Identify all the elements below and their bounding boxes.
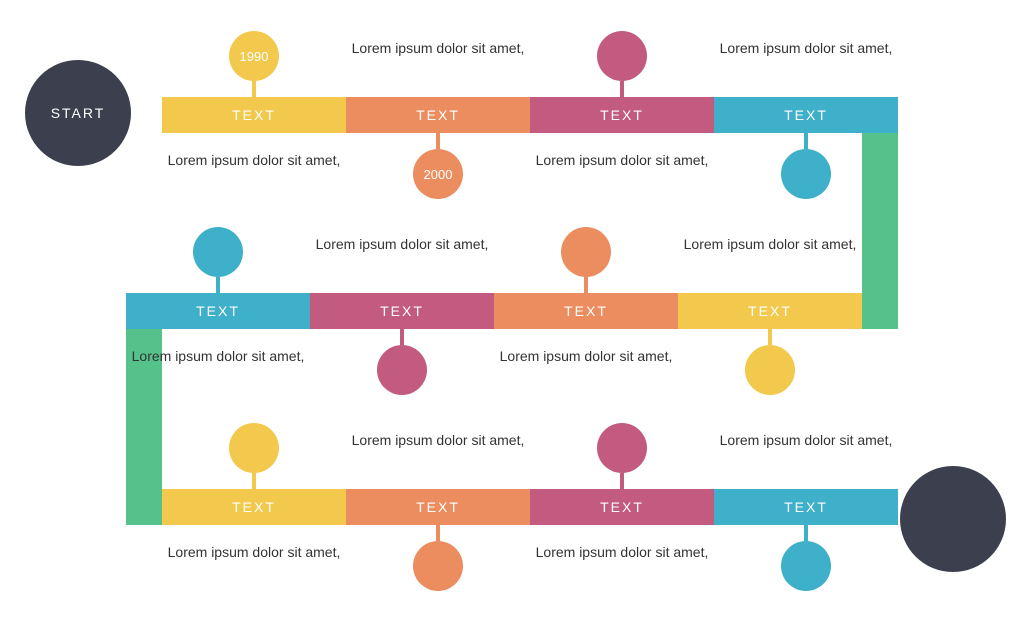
caption-row1-3: Lorem ipsum dolor sit amet, — [714, 39, 898, 58]
stem-row1-3 — [804, 133, 808, 149]
segment-row2-3: TEXT — [678, 293, 862, 329]
segment-label: TEXT — [600, 499, 644, 515]
segment-row1-0: TEXT — [162, 97, 346, 133]
marker-row3-3 — [781, 541, 831, 591]
caption-row1-2: Lorem ipsum dolor sit amet, — [530, 151, 714, 170]
marker-row1-2 — [597, 31, 647, 81]
segment-label: TEXT — [600, 107, 644, 123]
marker-row3-1 — [413, 541, 463, 591]
stem-row3-0 — [252, 473, 256, 489]
segment-row2-1: TEXT — [310, 293, 494, 329]
stem-row2-2 — [584, 277, 588, 293]
marker-row1-3 — [781, 149, 831, 199]
segment-label: TEXT — [232, 499, 276, 515]
segment-label: TEXT — [784, 107, 828, 123]
segment-row1-1: TEXT — [346, 97, 530, 133]
caption-row3-3: Lorem ipsum dolor sit amet, — [714, 431, 898, 450]
timeline-infographic: TEXT Lorem ipsum dolor sit amet, 1990 TEXT L… — [0, 0, 1024, 643]
marker-row1-0: 1990 — [229, 31, 279, 81]
segment-label: TEXT — [748, 303, 792, 319]
segment-row3-3: TEXT — [714, 489, 898, 525]
stem-row1-1 — [436, 133, 440, 149]
segment-row1-3: TEXT — [714, 97, 898, 133]
marker-row2-1 — [377, 345, 427, 395]
marker-row2-0 — [193, 227, 243, 277]
stem-row2-3 — [768, 329, 772, 345]
stem-row1-2 — [620, 81, 624, 97]
marker-row2-3 — [745, 345, 795, 395]
start-node: START — [25, 60, 131, 166]
segment-row3-0: TEXT — [162, 489, 346, 525]
segment-label: TEXT — [232, 107, 276, 123]
caption-row1-1: Lorem ipsum dolor sit amet, — [346, 39, 530, 58]
segment-row2-0: TEXT — [126, 293, 310, 329]
end-node — [900, 466, 1006, 572]
segment-label: TEXT — [196, 303, 240, 319]
segment-label: TEXT — [416, 107, 460, 123]
caption-row3-0: Lorem ipsum dolor sit amet, — [162, 543, 346, 562]
segment-label: TEXT — [784, 499, 828, 515]
caption-row3-1: Lorem ipsum dolor sit amet, — [346, 431, 530, 450]
caption-row2-1: Lorem ipsum dolor sit amet, — [310, 235, 494, 254]
stem-row3-2 — [620, 473, 624, 489]
segment-label: TEXT — [380, 303, 424, 319]
caption-row2-3: Lorem ipsum dolor sit amet, — [678, 235, 862, 254]
start-label: START — [51, 105, 106, 121]
segment-row3-1: TEXT — [346, 489, 530, 525]
caption-row2-2: Lorem ipsum dolor sit amet, — [494, 347, 678, 366]
marker-row1-1: 2000 — [413, 149, 463, 199]
marker-row3-2 — [597, 423, 647, 473]
stem-row2-1 — [400, 329, 404, 345]
stem-row3-3 — [804, 525, 808, 541]
stem-row3-1 — [436, 525, 440, 541]
segment-row3-2: TEXT — [530, 489, 714, 525]
caption-row1-0: Lorem ipsum dolor sit amet, — [162, 151, 346, 170]
stem-row1-0 — [252, 81, 256, 97]
segment-label: TEXT — [416, 499, 460, 515]
stem-row2-0 — [216, 277, 220, 293]
marker-row3-0 — [229, 423, 279, 473]
marker-row2-2 — [561, 227, 611, 277]
marker-label: 1990 — [240, 49, 269, 64]
caption-row2-0: Lorem ipsum dolor sit amet, — [126, 347, 310, 366]
marker-label: 2000 — [424, 167, 453, 182]
segment-row1-2: TEXT — [530, 97, 714, 133]
segment-row2-2: TEXT — [494, 293, 678, 329]
caption-row3-2: Lorem ipsum dolor sit amet, — [530, 543, 714, 562]
segment-label: TEXT — [564, 303, 608, 319]
